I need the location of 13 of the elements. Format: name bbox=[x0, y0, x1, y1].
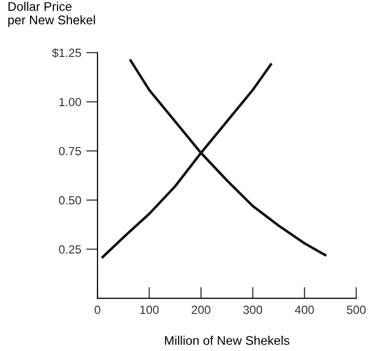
y-tick-label: 0.25 bbox=[59, 245, 82, 254]
y-tick-label: 0.50 bbox=[59, 196, 82, 204]
x-tick-label: 400 bbox=[294, 306, 314, 314]
x-tick-label: 300 bbox=[243, 306, 262, 314]
x-tick-label: 100 bbox=[140, 306, 159, 314]
x-tick-label: 500 bbox=[346, 306, 366, 314]
y-tick-label: $1.25 bbox=[52, 48, 82, 58]
x-axis-title: Million of New Shekels bbox=[165, 336, 290, 345]
y-tick-label: 1.00 bbox=[59, 98, 82, 106]
y-axis-title: Dollar Price per New Shekel bbox=[8, 2, 95, 27]
x-tick-label: 200 bbox=[192, 306, 210, 314]
x-tick-label: 0 bbox=[94, 306, 100, 314]
y-tick-label: 0.75 bbox=[59, 146, 82, 156]
